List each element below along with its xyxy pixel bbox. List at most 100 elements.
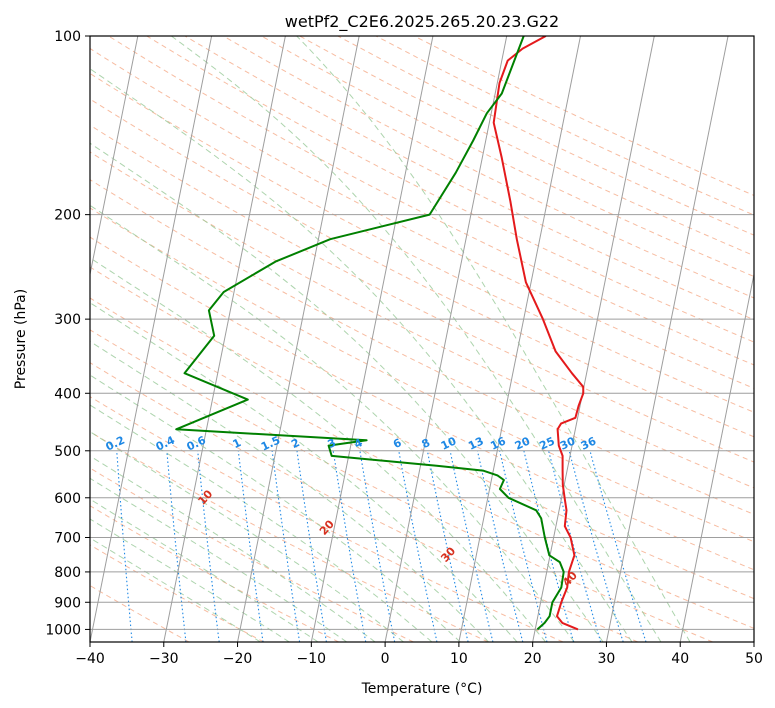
plot-frame — [89, 35, 755, 643]
isotherm — [163, 36, 286, 642]
dry-adiabat — [90, 47, 754, 389]
y-tick-label: 100 — [54, 29, 81, 45]
x-tick-label: 50 — [745, 651, 763, 667]
moist-adiabat — [296, 36, 691, 642]
y-tick-label: 1000 — [45, 622, 81, 638]
mixing-ratio-label: 6 — [391, 436, 404, 451]
mixing-ratio-line — [476, 450, 524, 642]
dry-adiabats — [90, 36, 754, 642]
dry-adiabat — [90, 329, 713, 642]
dry-adiabat — [90, 179, 754, 515]
moist-adiabats — [90, 36, 691, 642]
dry-adiabat — [90, 207, 754, 543]
mixing-ratio-line — [116, 450, 133, 642]
dry-adiabat — [90, 98, 754, 438]
dry-adiabat-label: 10 — [195, 487, 215, 507]
x-tick-label: −30 — [149, 651, 179, 667]
moist-adiabat — [90, 455, 376, 642]
mixing-ratio-label: 16 — [488, 434, 508, 452]
isotherms — [0, 36, 754, 642]
dry-adiabat — [413, 36, 754, 196]
x-axis: −40 −30 −20 −10 0 10 20 30 40 50 — [75, 642, 763, 667]
isotherm — [384, 36, 508, 642]
moist-adiabat — [90, 68, 633, 642]
x-tick-label: −20 — [223, 651, 253, 667]
mixing-ratio-line — [449, 450, 494, 642]
mixing-ratio-label: 20 — [513, 434, 533, 452]
mixing-ratio-line — [568, 450, 624, 642]
dry-adiabat — [90, 505, 339, 642]
mixing-ratio-line — [271, 450, 301, 642]
dry-adiabat — [90, 297, 754, 629]
x-axis-label: Temperature (°C) — [361, 681, 483, 697]
moist-adiabat — [90, 257, 547, 642]
dry-adiabat — [90, 585, 190, 642]
mixing-ratio-line — [426, 450, 469, 642]
sounding-series — [175, 36, 585, 631]
moist-adiabat — [90, 142, 604, 642]
isotherm — [90, 36, 139, 277]
mixing-ratio-line — [548, 450, 602, 642]
isotherm — [0, 36, 64, 642]
dry-adiabat — [222, 36, 754, 299]
dry-adiabat — [375, 36, 754, 216]
mixing-ratio-label: 30 — [558, 434, 578, 452]
isotherm — [237, 36, 360, 642]
mixing-ratio-line — [398, 450, 438, 642]
y-tick-label: 500 — [54, 444, 81, 460]
y-tick-label: 200 — [54, 208, 81, 224]
mixing-ratio-line — [166, 450, 187, 642]
dry-adiabat — [90, 124, 754, 463]
mixing-ratio-label: 4 — [352, 436, 365, 451]
dry-adiabat — [108, 36, 754, 366]
moist-adiabat — [90, 498, 319, 642]
mixing-ratio-label: 2 — [289, 436, 301, 451]
plot-area: -100-90-80-70-60-50-40-30-20-10010203040… — [0, 36, 754, 642]
isotherm — [753, 639, 754, 642]
y-tick-label: 800 — [54, 565, 81, 581]
moist-adiabat — [90, 404, 433, 642]
isotherm — [90, 36, 213, 642]
chart-title: wetPf2_C2E6.2025.265.20.23.G22 — [285, 12, 559, 32]
mixing-ratio-label: 13 — [466, 435, 485, 453]
moist-adiabat — [90, 518, 290, 642]
mixing-ratio-line — [523, 450, 575, 642]
mixing-ratio-line — [237, 450, 264, 642]
x-tick-label: 10 — [450, 651, 468, 667]
y-axis-label: Pressure (hPa) — [13, 289, 29, 389]
dry-adiabat — [90, 396, 564, 642]
isotherm — [310, 36, 434, 642]
dry-adiabat-label: 30 — [438, 544, 458, 564]
x-tick-label: 30 — [598, 651, 616, 667]
y-tick-label: 400 — [54, 386, 81, 402]
dry-adiabat-label: 20 — [317, 517, 337, 537]
mixing-ratio-line — [499, 450, 548, 642]
mixing-ratio-line — [589, 450, 647, 642]
moist-adiabat — [90, 374, 461, 642]
dewpoint-line — [175, 36, 565, 631]
isotherm — [458, 36, 581, 642]
moist-adiabat — [90, 302, 518, 642]
x-tick-label: 40 — [671, 651, 689, 667]
x-tick-label: 20 — [524, 651, 542, 667]
dry-adiabat — [90, 151, 754, 489]
mixing-ratio-line — [359, 450, 396, 642]
moist-adiabat — [90, 204, 575, 642]
dry-adiabat — [90, 72, 754, 413]
isotherm — [532, 36, 655, 642]
mixing-ratio-label: 10 — [439, 434, 459, 452]
mixing-ratio-line — [197, 450, 220, 642]
x-tick-label: 0 — [381, 651, 390, 667]
moist-adiabat — [90, 477, 347, 642]
isotherm — [605, 36, 729, 642]
y-tick-label: 600 — [54, 491, 81, 507]
dry-adiabat — [90, 362, 639, 642]
moist-adiabat — [171, 36, 662, 642]
isobars — [90, 36, 754, 630]
y-tick-label: 900 — [54, 595, 81, 611]
moist-adiabat — [90, 340, 489, 642]
mixing-ratio-line — [296, 450, 327, 642]
y-axis: 100 200 300 400 500 600 700 800 900 1000 — [45, 29, 90, 638]
